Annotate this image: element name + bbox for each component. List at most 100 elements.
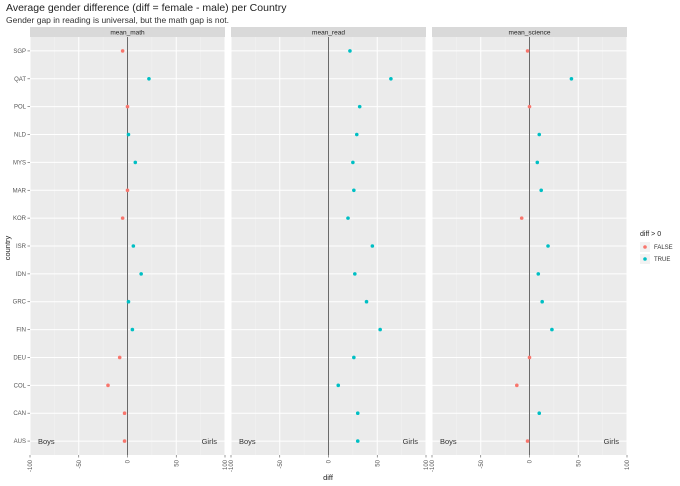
legend-title: diff > 0 — [640, 231, 661, 238]
data-point-mean_science-CAN — [537, 411, 542, 416]
data-point-mean_math-GRC — [126, 299, 131, 304]
x-tick-label: 100 — [223, 459, 229, 470]
boys-annotation: Boys — [38, 437, 55, 446]
data-point-mean_math-DEU — [117, 355, 122, 360]
data-point-mean_read-MAR — [352, 188, 356, 193]
legend-key-false — [643, 245, 647, 249]
x-tick-label: -50 — [278, 459, 284, 468]
data-point-mean_read-KOR — [346, 216, 350, 220]
chart-title: Average gender difference (diff = female… — [6, 2, 287, 14]
data-point-mean_read-POL — [357, 104, 362, 109]
girls-annotation: Girls — [202, 437, 218, 446]
y-tick-label-SGP: SGP — [13, 49, 26, 55]
y-tick-label-MYS: MYS — [13, 160, 26, 166]
y-tick-label-POL: POL — [14, 105, 27, 111]
data-point-mean_read-GRC — [364, 299, 369, 304]
data-point-mean_read-QAT — [389, 77, 393, 81]
x-tick-label: 100 — [625, 459, 631, 470]
facet-panel-mean_read: mean_read Boys Girls -100 -50 0 50 100 — [229, 27, 430, 472]
data-point-mean_science-MYS — [535, 160, 540, 165]
x-tick-label: 0 — [126, 459, 132, 463]
data-point-mean_math-NLD — [126, 132, 131, 137]
y-tick-label-KOR: KOR — [13, 216, 27, 222]
girls-annotation: Girls — [604, 437, 620, 446]
data-point-mean_science-ISR — [546, 244, 550, 248]
data-point-mean_math-ISR — [131, 244, 136, 248]
facet-strip-label: mean_math — [110, 30, 145, 37]
data-point-mean_math-SGP — [120, 49, 125, 53]
data-point-mean_math-QAT — [147, 77, 151, 81]
facet-panel-mean_math: mean_math Boys Girls -100 -50 0 50 100 — [28, 27, 229, 472]
data-point-mean_science-SGP — [525, 49, 530, 53]
facet-strip — [30, 27, 225, 37]
facet-strip-label: mean_read — [312, 30, 345, 37]
data-point-mean_read-FIN — [378, 327, 382, 332]
data-point-mean_math-KOR — [120, 216, 125, 220]
x-tick-label: 0 — [528, 459, 534, 463]
data-point-mean_science-COL — [515, 383, 519, 388]
data-point-mean_science-DEU — [527, 355, 532, 360]
facet-strip — [231, 27, 426, 37]
boys-annotation: Boys — [239, 437, 256, 446]
data-point-mean_math-COL — [106, 383, 110, 388]
data-point-mean_read-ISR — [370, 244, 375, 248]
x-tick-label: -50 — [479, 459, 485, 468]
data-point-mean_math-MYS — [133, 160, 138, 165]
x-tick-label: -100 — [430, 459, 436, 472]
y-tick-label-FIN: FIN — [16, 328, 26, 334]
data-point-mean_read-MYS — [351, 160, 355, 165]
y-tick-label-AUS: AUS — [14, 439, 26, 445]
data-point-mean_science-NLD — [537, 132, 542, 137]
girls-annotation: Girls — [403, 437, 419, 446]
x-tick-label: 50 — [576, 459, 582, 466]
legend-key-true — [643, 257, 647, 261]
data-point-mean_science-QAT — [569, 77, 574, 81]
data-point-mean_science-FIN — [550, 327, 554, 332]
y-tick-label-COL: COL — [14, 383, 27, 389]
data-point-mean_read-DEU — [352, 355, 356, 360]
data-point-mean_science-GRC — [540, 299, 544, 304]
x-tick-label: -50 — [77, 459, 83, 468]
facet-panel-mean_science: mean_science Boys Girls -100 -50 0 50 100 — [430, 27, 631, 472]
facet-strip — [432, 27, 627, 37]
data-point-mean_science-POL — [527, 104, 532, 109]
x-tick-label: 100 — [424, 459, 430, 470]
y-tick-label-NLD: NLD — [14, 133, 27, 139]
data-point-mean_science-AUS — [525, 439, 530, 443]
x-tick-label: -100 — [229, 459, 235, 472]
legend: diff > 0 FALSE TRUE — [640, 231, 673, 264]
y-tick-label-MAR: MAR — [13, 188, 27, 194]
data-point-mean_read-NLD — [354, 132, 359, 137]
data-point-mean_math-MAR — [125, 188, 130, 193]
data-point-mean_math-IDN — [139, 272, 143, 276]
data-point-mean_read-SGP — [348, 49, 352, 53]
y-tick-label-GRC: GRC — [13, 300, 27, 306]
x-tick-label: 0 — [327, 459, 333, 463]
data-point-mean_read-IDN — [353, 272, 357, 276]
data-point-mean_math-AUS — [122, 439, 127, 443]
boys-annotation: Boys — [440, 437, 457, 446]
data-point-mean_math-FIN — [130, 327, 135, 332]
data-point-mean_read-CAN — [355, 411, 360, 416]
data-point-mean_read-AUS — [355, 439, 360, 443]
legend-label-false: FALSE — [654, 245, 673, 251]
x-axis-title: diff — [323, 473, 334, 482]
facet-strip-label: mean_science — [509, 30, 551, 37]
y-tick-label-DEU: DEU — [13, 355, 26, 361]
data-point-mean_read-COL — [336, 383, 341, 388]
y-tick-label-QAT: QAT — [14, 77, 26, 83]
data-point-mean_math-POL — [125, 104, 130, 109]
chart-subtitle: Gender gap in reading is universal, but … — [6, 15, 229, 25]
y-axis-title: country — [3, 235, 12, 260]
x-tick-label: 50 — [375, 459, 381, 466]
x-tick-label: 50 — [174, 459, 180, 466]
data-point-mean_science-MAR — [539, 188, 543, 193]
y-tick-label-ISR: ISR — [16, 244, 27, 250]
legend-label-true: TRUE — [654, 257, 670, 263]
data-point-mean_science-IDN — [536, 272, 541, 276]
data-point-mean_science-KOR — [519, 216, 524, 220]
x-tick-label: -100 — [28, 459, 34, 472]
